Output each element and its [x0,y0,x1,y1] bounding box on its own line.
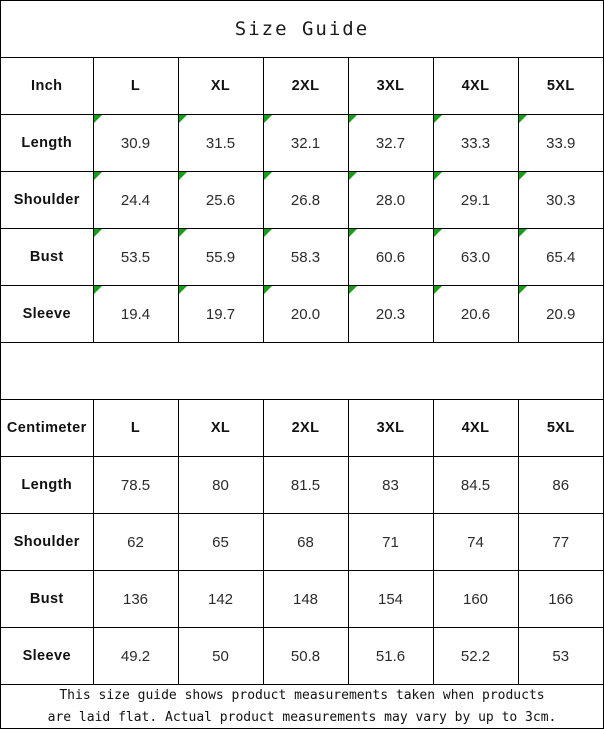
measurement-cell-length-3xl: 83 [348,456,434,514]
table-row: Length 78.5 80 81.5 83 84.5 86 [1,456,603,514]
row-label-length: Length [1,456,94,514]
measurement-cell-sleeve-2xl: 20.0 [263,285,349,343]
table-row: Sleeve 19.4 19.7 20.0 20.3 20.6 20.9 [1,285,603,343]
table-header-row: Inch L XL 2XL 3XL 4XL 5XL [1,58,603,115]
measurement-cell-shoulder-4xl: 29.1 [433,171,519,229]
size-header-cell-4xl: 4XL [433,400,519,457]
inch-table-body: Inch L XL 2XL 3XL 4XL 5XL Length 30.9 31.5 32.1 32.… [1,58,603,343]
row-label-sleeve: Sleeve [1,285,94,343]
measurement-cell-sleeve-l: 19.4 [93,285,179,343]
measurement-cell-sleeve-3xl: 51.6 [348,627,434,685]
size-header-cell-2xl: 2XL [263,58,349,115]
size-header-cell-xl: XL [178,400,264,457]
measurement-cell-length-4xl: 84.5 [433,456,519,514]
inch-table: Inch L XL 2XL 3XL 4XL 5XL Length 30.9 31.5 32.1 32.… [1,58,603,343]
row-label-bust: Bust [1,570,94,628]
size-header-cell-3xl: 3XL [348,58,434,115]
measurement-cell-length-l: 30.9 [93,114,179,172]
measurement-cell-sleeve-l: 49.2 [93,627,179,685]
table-row: Shoulder 24.4 25.6 26.8 28.0 29.1 30.3 [1,171,603,229]
centimeter-table: Centimeter L XL 2XL 3XL 4XL 5XL Length 78.5 80 81.… [1,400,603,685]
measurement-cell-length-xl: 80 [178,456,264,514]
measurement-cell-shoulder-2xl: 26.8 [263,171,349,229]
table-spacer [1,343,603,400]
centimeter-table-body: Centimeter L XL 2XL 3XL 4XL 5XL Length 78.5 80 81.… [1,400,603,685]
unit-header-cell: Centimeter [1,400,94,457]
unit-header-cell: Inch [1,58,94,115]
measurement-cell-length-2xl: 32.1 [263,114,349,172]
measurement-cell-shoulder-xl: 25.6 [178,171,264,229]
measurement-cell-bust-2xl: 58.3 [263,228,349,286]
measurement-cell-shoulder-xl: 65 [178,513,264,571]
table-row: Bust 53.5 55.9 58.3 60.6 63.0 65.4 [1,228,603,286]
measurement-cell-shoulder-4xl: 74 [433,513,519,571]
row-label-shoulder: Shoulder [1,513,94,571]
size-header-cell-3xl: 3XL [348,400,434,457]
table-row: Sleeve 49.2 50 50.8 51.6 52.2 53 [1,627,603,685]
measurement-cell-bust-3xl: 154 [348,570,434,628]
footnote-row: This size guide shows product measuremen… [1,685,603,729]
measurement-cell-bust-3xl: 60.6 [348,228,434,286]
measurement-cell-sleeve-xl: 50 [178,627,264,685]
size-header-cell-5xl: 5XL [518,58,603,115]
measurement-cell-shoulder-l: 24.4 [93,171,179,229]
measurement-cell-sleeve-5xl: 53 [518,627,603,685]
table-row: Length 30.9 31.5 32.1 32.7 33.3 33.9 [1,114,603,172]
measurement-cell-bust-xl: 142 [178,570,264,628]
size-header-cell-4xl: 4XL [433,58,519,115]
measurement-cell-length-l: 78.5 [93,456,179,514]
footnote-line-1: This size guide shows product measuremen… [59,688,545,703]
measurement-cell-shoulder-3xl: 71 [348,513,434,571]
row-label-bust: Bust [1,228,94,286]
measurement-cell-bust-l: 136 [93,570,179,628]
measurement-cell-bust-l: 53.5 [93,228,179,286]
row-label-sleeve: Sleeve [1,627,94,685]
measurement-cell-shoulder-5xl: 30.3 [518,171,603,229]
measurement-cell-sleeve-3xl: 20.3 [348,285,434,343]
measurement-cell-sleeve-xl: 19.7 [178,285,264,343]
table-row: Shoulder 62 65 68 71 74 77 [1,513,603,571]
measurement-cell-shoulder-l: 62 [93,513,179,571]
measurement-cell-sleeve-4xl: 52.2 [433,627,519,685]
size-header-cell-l: L [93,58,179,115]
title-row: Size Guide [1,1,603,58]
size-header-cell-5xl: 5XL [518,400,603,457]
measurement-cell-bust-4xl: 160 [433,570,519,628]
page-title: Size Guide [234,18,370,40]
inch-table-wrapper: Inch L XL 2XL 3XL 4XL 5XL Length 30.9 31.5 32.1 32.… [1,58,603,343]
measurement-cell-shoulder-2xl: 68 [263,513,349,571]
measurement-cell-bust-4xl: 63.0 [433,228,519,286]
measurement-cell-sleeve-2xl: 50.8 [263,627,349,685]
footnote-line-2: are laid flat. Actual product measuremen… [47,710,557,725]
measurement-cell-bust-xl: 55.9 [178,228,264,286]
measurement-cell-sleeve-4xl: 20.6 [433,285,519,343]
measurement-cell-length-xl: 31.5 [178,114,264,172]
size-header-cell-l: L [93,400,179,457]
size-header-cell-2xl: 2XL [263,400,349,457]
measurement-cell-bust-2xl: 148 [263,570,349,628]
measurement-cell-shoulder-3xl: 28.0 [348,171,434,229]
measurement-cell-bust-5xl: 166 [518,570,603,628]
centimeter-table-wrapper: Centimeter L XL 2XL 3XL 4XL 5XL Length 78.5 80 81.… [1,400,603,685]
size-header-cell-xl: XL [178,58,264,115]
measurement-cell-shoulder-5xl: 77 [518,513,603,571]
table-row: Bust 136 142 148 154 160 166 [1,570,603,628]
table-header-row: Centimeter L XL 2XL 3XL 4XL 5XL [1,400,603,457]
measurement-cell-length-3xl: 32.7 [348,114,434,172]
row-label-shoulder: Shoulder [1,171,94,229]
measurement-cell-length-4xl: 33.3 [433,114,519,172]
measurement-cell-length-5xl: 86 [518,456,603,514]
row-label-length: Length [1,114,94,172]
measurement-cell-bust-5xl: 65.4 [518,228,603,286]
measurement-cell-sleeve-5xl: 20.9 [518,285,603,343]
footnote-text: This size guide shows product measuremen… [48,685,557,729]
measurement-cell-length-5xl: 33.9 [518,114,603,172]
measurement-cell-length-2xl: 81.5 [263,456,349,514]
